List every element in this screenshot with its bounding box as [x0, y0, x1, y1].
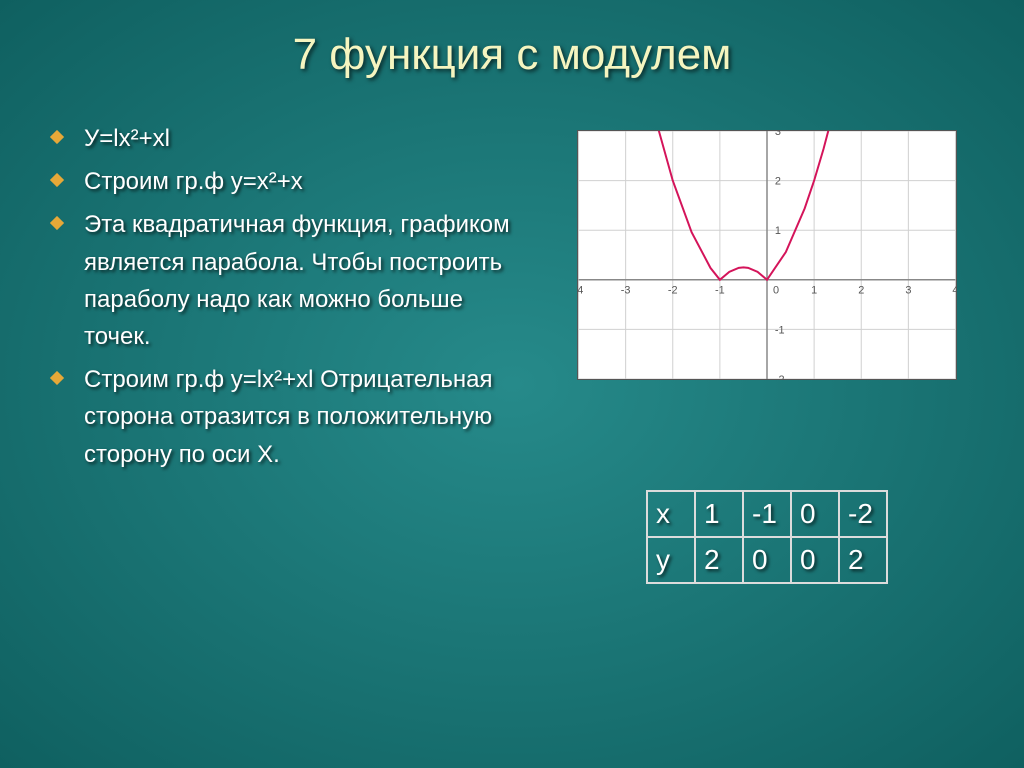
- table-cell: -1: [743, 491, 791, 537]
- table-cell: 0: [791, 491, 839, 537]
- function-chart: -4 -3 -2 -1 0 1 2 3 4 -2 -1 1 2 3: [577, 130, 957, 380]
- table-cell: -2: [839, 491, 887, 537]
- table-cell: 0: [743, 537, 791, 583]
- bullet-text: Эта квадратичная функция, графиком являе…: [84, 206, 530, 355]
- svg-text:-2: -2: [668, 285, 678, 297]
- svg-text:4: 4: [952, 285, 956, 297]
- bullet-text: Строим гр.ф у=lх²+хl Отрицательная сторо…: [84, 361, 530, 473]
- diamond-icon: [50, 130, 74, 144]
- svg-text:-2: -2: [775, 374, 785, 379]
- svg-text:3: 3: [775, 131, 781, 138]
- table-header-cell: x: [647, 491, 695, 537]
- right-column: -4-3-2-101234-2-1123 x1-10-2y2002: [560, 120, 974, 584]
- bullet-list: У=lх²+хl Строим гр.ф у=х²+х Эта квадратичн…: [50, 120, 530, 473]
- slide: 7 функция с модулем У=lх²+хl Строим гр.ф …: [0, 0, 1024, 768]
- bullet-item: Строим гр.ф у=lх²+хl Отрицательная сторо…: [50, 361, 530, 473]
- table-header-cell: y: [647, 537, 695, 583]
- content-area: У=lх²+хl Строим гр.ф у=х²+х Эта квадратичн…: [50, 120, 974, 584]
- svg-text:3: 3: [905, 285, 911, 297]
- svg-text:1: 1: [775, 225, 781, 237]
- svg-text:-1: -1: [775, 324, 785, 336]
- diamond-icon: [50, 371, 74, 385]
- svg-text:1: 1: [811, 285, 817, 297]
- svg-text:-3: -3: [621, 285, 631, 297]
- table-cell: 0: [791, 537, 839, 583]
- table-cell: 2: [695, 537, 743, 583]
- svg-text:2: 2: [858, 285, 864, 297]
- svg-text:-4: -4: [578, 285, 583, 297]
- slide-title: 7 функция с модулем: [50, 30, 974, 80]
- svg-text:-1: -1: [715, 285, 725, 297]
- bullet-item: Строим гр.ф у=х²+х: [50, 163, 530, 200]
- table-cell: 2: [839, 537, 887, 583]
- data-table: x1-10-2y2002: [646, 490, 888, 584]
- table-cell: 1: [695, 491, 743, 537]
- bullet-item: У=lх²+хl: [50, 120, 530, 157]
- bullet-column: У=lх²+хl Строим гр.ф у=х²+х Эта квадратичн…: [50, 120, 530, 584]
- svg-text:0: 0: [773, 285, 779, 297]
- table-row: x1-10-2: [647, 491, 887, 537]
- diamond-icon: [50, 216, 74, 230]
- diamond-icon: [50, 173, 74, 187]
- bullet-text: У=lх²+хl: [84, 120, 170, 157]
- svg-text:2: 2: [775, 176, 781, 188]
- table-row: y2002: [647, 537, 887, 583]
- bullet-text: Строим гр.ф у=х²+х: [84, 163, 303, 200]
- bullet-item: Эта квадратичная функция, графиком являе…: [50, 206, 530, 355]
